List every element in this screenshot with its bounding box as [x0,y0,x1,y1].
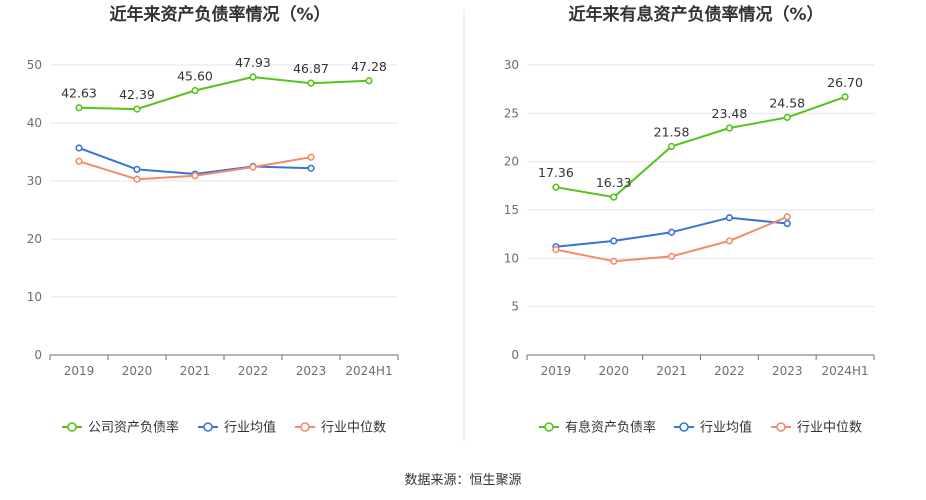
chart-1-data-label: 45.60 [177,69,213,84]
chart-1-title: 近年来资产负债率情况（%） [109,4,330,25]
legend-2-1-marker-icon [544,422,554,432]
chart-2-series-2-point [667,228,676,236]
chart-2-series-1-point [610,193,618,201]
chart-1-series-3-point [75,157,83,165]
chart-1-y-tick-label: 10 [27,290,42,304]
legend-1-2-marker-icon [203,422,213,432]
chart-2-data-label: 24.58 [769,95,805,110]
chart-2-x-tick-label: 2021 [656,364,687,378]
chart-1-series-2-point [133,165,141,173]
data-source: 数据来源：恒生聚源 [404,473,521,488]
chart-1-series-1-point [75,104,83,112]
chart-2-x-tick-label: 2024H1 [821,364,868,378]
chart-2-title: 近年来有息资产负债率情况（%） [568,4,823,25]
chart-2-series-3-point [552,246,560,254]
chart-2-series-1-point [841,93,849,101]
chart-2-series-2-point [725,214,734,222]
chart-1-data-label: 47.28 [351,59,387,74]
chart-1-y-tick-label: 30 [27,174,42,188]
legend-2-1-label: 有息资产负债率 [565,420,656,436]
chart-1-series-1-point [365,77,373,85]
chart-1-y-tick-label: 50 [27,58,42,72]
chart-1-series-1-line [78,76,370,111]
chart-1-series-1-point [133,105,141,113]
chart-2-series-1-point [783,113,791,121]
legend-1-1-label: 公司资产负债率 [88,420,179,436]
chart-2-data-label: 26.70 [827,75,863,90]
chart-2-y-tick-label: 10 [504,251,519,265]
chart-2-series-1-point [725,124,734,132]
chart-1-series-1-point [307,79,315,87]
chart-2-y-tick-label: 0 [511,348,519,362]
chart-1-series-3-point [191,172,199,180]
chart-2-data-label: 16.33 [596,175,632,190]
chart-2-y-tick-label: 20 [504,155,519,169]
chart-2-y-tick-label: 30 [504,58,519,72]
chart-1-series-1-point [191,86,199,95]
chart-1-series-2-point [307,164,315,172]
chart-1-series-3-point [307,153,315,161]
chart-2-x-tick-label: 2019 [541,364,572,378]
chart-1-series-3-point [133,175,141,183]
chart-2-series-3-point [667,252,676,260]
chart-1-series-2-line [78,146,312,175]
chart-1-series-3-point [249,163,257,171]
chart-1-data-label: 46.87 [293,61,329,76]
chart-1-series-2-point [75,144,83,152]
chart-1-x-tick-label: 2024H1 [345,364,392,378]
chart-2-series-2-point [610,237,618,245]
chart-2-x-tick-label: 2023 [772,364,803,378]
chart-2-series-1-line [555,95,846,199]
chart-2-data-label: 17.36 [538,165,574,180]
legend-2-3-marker-icon [776,422,786,432]
chart-2-y-tick-label: 25 [504,106,519,120]
legend-2-3-label: 行业中位数 [797,421,862,436]
chart-2-x-tick-label: 2022 [714,364,745,378]
chart-2-data-label: 23.48 [712,106,748,121]
legend-1-3-marker-icon [300,422,310,432]
chart-2-series-3-point [783,213,791,221]
chart-1-series-1-point [249,73,257,81]
legend-1-1-marker-icon [67,422,77,432]
chart-2-data-label: 21.58 [654,124,690,139]
chart-2-series-2-point [783,219,791,228]
chart-1-y-tick-label: 40 [27,116,42,130]
chart-2-series-3-point [725,237,734,245]
chart-2-series-3-point [610,257,618,265]
chart-2-series-1-point [667,142,676,150]
chart-1-y-tick-label: 20 [27,232,42,246]
legend-2-2-marker-icon [679,422,689,432]
chart-2-series-1-point [552,183,560,191]
chart-1-x-tick-label: 2021 [180,364,211,378]
chart-1-x-tick-label: 2022 [238,364,269,378]
chart-1-y-tick-label: 0 [34,348,42,362]
chart-1-data-label: 42.39 [119,87,155,102]
chart-2-x-tick-label: 2020 [598,364,629,378]
chart-1-data-label: 42.63 [61,86,97,101]
chart-1-x-tick-label: 2023 [296,364,327,378]
legend-1-3-label: 行业中位数 [321,421,386,436]
chart-2-y-tick-label: 5 [511,300,519,314]
legend-1-2-label: 行业均值 [224,420,276,436]
chart-1-data-label: 47.93 [235,55,271,70]
chart-1-x-tick-label: 2019 [64,364,95,378]
legend-2-2-label: 行业均值 [700,420,752,436]
chart-2-y-tick-label: 15 [504,203,519,217]
chart-1-x-tick-label: 2020 [122,364,153,378]
